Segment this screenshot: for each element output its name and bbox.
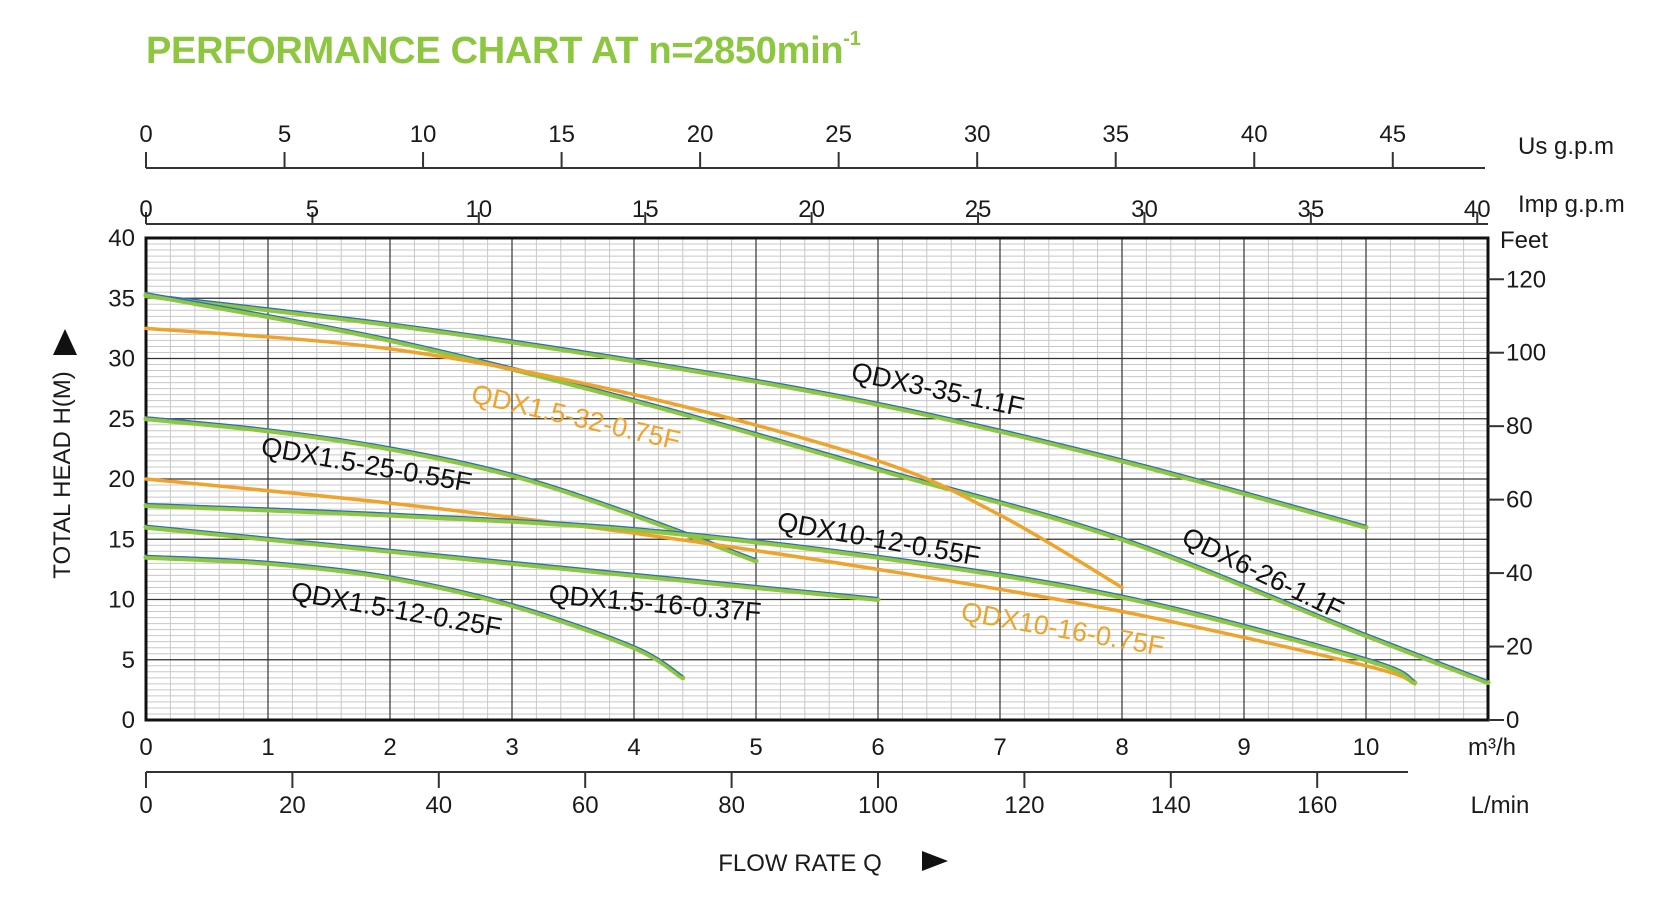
imp-gpm-tick-label: 35 — [1298, 196, 1325, 223]
us-gpm-tick-label: 35 — [1102, 121, 1129, 148]
y-axis-title: TOTAL HEAD H(M) — [49, 371, 76, 579]
us-gpm-tick-label: 45 — [1379, 121, 1406, 148]
imp-gpm-tick-label: 5 — [306, 196, 319, 223]
m3h-tick-label: 6 — [871, 734, 884, 761]
head-tick-label: 40 — [108, 225, 135, 252]
curve-qdx6-26-1-1f — [143, 292, 1491, 686]
chart-title: PERFORMANCE CHART AT n=2850min-1 — [146, 28, 861, 72]
curve-label: QDX1.5-32-0.75F — [469, 379, 683, 456]
feet-unit-label: Feet — [1500, 227, 1548, 254]
curve-edge-qdx10-12-0-55f — [145, 502, 1416, 682]
head-tick-label: 30 — [108, 346, 135, 373]
m3h-tick-label: 10 — [1353, 734, 1380, 761]
curve-qdx1-5-16-0-37f — [143, 524, 881, 602]
lmin-tick-label: 80 — [718, 792, 745, 819]
axes: 0 5 10 15 20 25 30 35 40 45 Us g.p.m0 5 10 15 20 25 30 35… — [49, 121, 1625, 877]
curve-edge-qdx1-5-25-0-55f — [145, 416, 757, 560]
curve-qdx10-16-0-75f — [144, 477, 1417, 686]
us-gpm-tick-label: 10 — [410, 121, 437, 148]
imp-gpm-tick-label: 40 — [1464, 196, 1491, 223]
imp-gpm-unit-label: Imp g.p.m — [1518, 191, 1625, 218]
curve-qdx3-35-1-1f — [143, 293, 1369, 530]
head-tick-label: 15 — [108, 526, 135, 553]
feet-tick-label: 20 — [1506, 634, 1533, 661]
lmin-tick-label: 0 — [139, 792, 152, 819]
curve-label: QDX1.5-25-0.55F — [259, 431, 474, 498]
feet-tick-label: 80 — [1506, 413, 1533, 440]
head-tick-label: 0 — [122, 707, 135, 734]
curve-qdx1-5-12-0-25f — [143, 554, 686, 681]
lmin-tick-label: 60 — [572, 792, 599, 819]
curve-edge-qdx6-26-1-1f — [145, 292, 1489, 682]
m3h-tick-label: 2 — [383, 734, 396, 761]
curves — [143, 292, 1491, 686]
curve-label: QDX6-26-1.1F — [1177, 521, 1348, 625]
curve-qdx10-12-0-55f — [143, 503, 1418, 686]
x-axis-arrow-icon — [922, 851, 948, 871]
imp-gpm-tick-label: 30 — [1131, 196, 1158, 223]
curve-edge-qdx1-5-16-0-37f — [145, 524, 879, 599]
us-gpm-tick-label: 15 — [548, 121, 575, 148]
head-tick-label: 25 — [108, 406, 135, 433]
lmin-tick-label: 160 — [1297, 792, 1337, 819]
m3h-unit-label: m³/h — [1468, 734, 1516, 761]
lmin-unit-label: L/min — [1471, 792, 1530, 819]
us-gpm-tick-label: 5 — [278, 121, 291, 148]
feet-tick-label: 60 — [1506, 487, 1533, 514]
m3h-tick-label: 5 — [749, 734, 762, 761]
imp-gpm-tick-label: 15 — [632, 196, 659, 223]
m3h-tick-label: 1 — [261, 734, 274, 761]
us-gpm-unit-label: Us g.p.m — [1518, 133, 1614, 160]
us-gpm-tick-label: 30 — [964, 121, 991, 148]
x-axis-title: FLOW RATE Q — [718, 850, 882, 877]
feet-tick-label: 100 — [1506, 340, 1546, 367]
grid — [144, 236, 1490, 722]
feet-tick-label: 0 — [1506, 707, 1519, 734]
feet-tick-label: 120 — [1506, 266, 1546, 293]
head-tick-label: 35 — [108, 285, 135, 312]
imp-gpm-tick-label: 25 — [965, 196, 992, 223]
m3h-tick-label: 3 — [505, 734, 518, 761]
imp-gpm-tick-label: 0 — [139, 196, 152, 223]
y-axis-arrow-icon — [53, 329, 77, 355]
m3h-tick-label: 4 — [627, 734, 640, 761]
imp-gpm-tick-label: 10 — [465, 196, 492, 223]
lmin-tick-label: 120 — [1004, 792, 1044, 819]
head-tick-label: 5 — [122, 647, 135, 674]
lmin-tick-label: 100 — [858, 792, 898, 819]
head-tick-label: 20 — [108, 466, 135, 493]
curve-label: QDX1.5-12-0.25F — [289, 576, 504, 643]
us-gpm-tick-label: 20 — [687, 121, 714, 148]
curve-qdx1-5-32-0-75f — [144, 326, 1124, 590]
curve-edge-qdx3-35-1-1f — [145, 293, 1367, 526]
lmin-tick-label: 40 — [425, 792, 452, 819]
curve-edge-qdx1-5-12-0-25f — [145, 554, 684, 677]
m3h-tick-label: 8 — [1115, 734, 1128, 761]
m3h-tick-label: 0 — [139, 734, 152, 761]
us-gpm-tick-label: 25 — [825, 121, 852, 148]
curve-qdx1-5-25-0-55f — [143, 416, 759, 564]
title-superscript: -1 — [843, 28, 861, 50]
lmin-tick-label: 20 — [279, 792, 306, 819]
curve-label: QDX10-16-0.75F — [959, 596, 1167, 661]
us-gpm-tick-label: 0 — [139, 121, 152, 148]
m3h-tick-label: 7 — [993, 734, 1006, 761]
feet-tick-label: 40 — [1506, 560, 1533, 587]
imp-gpm-tick-label: 20 — [798, 196, 825, 223]
us-gpm-tick-label: 40 — [1241, 121, 1268, 148]
lmin-tick-label: 140 — [1151, 792, 1191, 819]
m3h-tick-label: 9 — [1237, 734, 1250, 761]
head-tick-label: 10 — [108, 587, 135, 614]
